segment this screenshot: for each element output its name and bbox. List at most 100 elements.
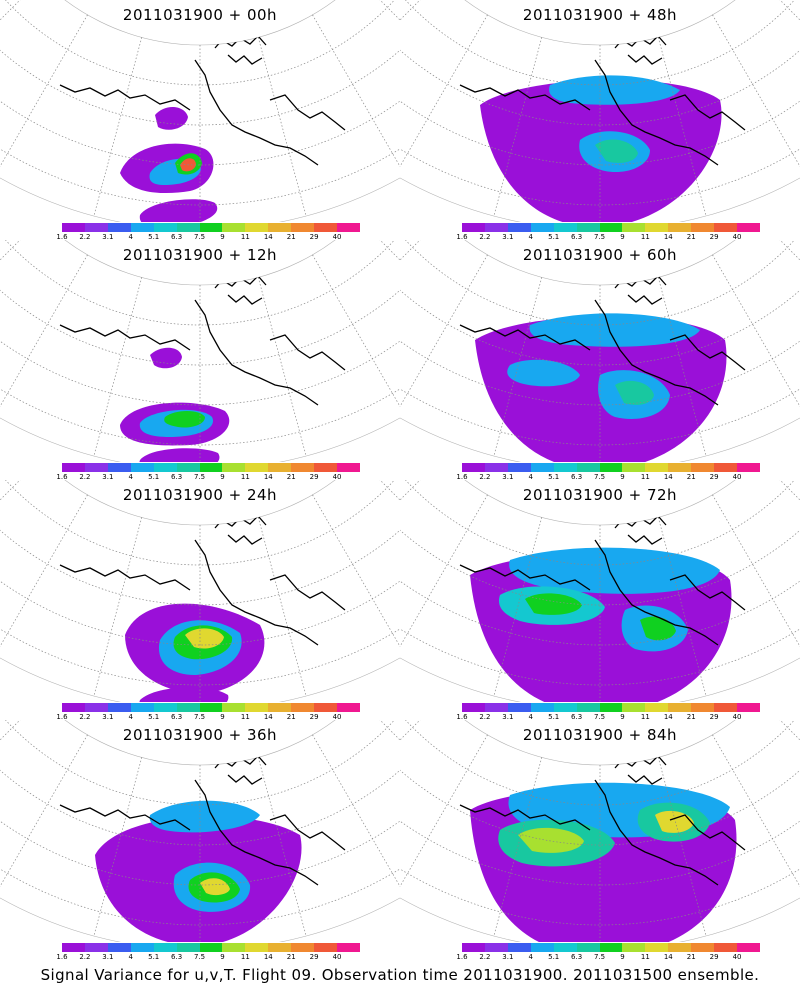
colorbar-cell <box>153 223 177 232</box>
panel-title: 2011031900 + 84h <box>522 726 678 744</box>
colorbar-label: 7.5 <box>593 473 606 481</box>
colorbar-label: 29 <box>709 473 719 481</box>
colorbar-labels: 1.6 2.2 3.1 4 5.1 6.3 7.5 9 11 14 21 29 40 <box>56 953 360 963</box>
colorbar-label: 6.3 <box>571 473 583 481</box>
colorbar-cell <box>107 703 131 712</box>
colorbar-cell <box>62 943 85 952</box>
colorbar-label: 3.1 <box>102 713 114 721</box>
colorbar-cell <box>84 703 108 712</box>
colorbar-label: 7.5 <box>593 713 606 721</box>
polar-map <box>0 720 400 942</box>
colorbar-labels: 1.6 2.2 3.1 4 5.1 6.3 7.5 9 11 14 21 29 40 <box>456 233 760 243</box>
colorbar-cell <box>530 943 554 952</box>
colorbar-cell <box>62 223 85 232</box>
panel-title: 2011031900 + 36h <box>122 726 278 744</box>
colorbar-label: 1.6 <box>56 233 68 241</box>
colorbar-cell <box>62 463 85 472</box>
colorbar-label: 40 <box>732 233 742 241</box>
polar-map <box>0 240 400 462</box>
colorbar-label: 4 <box>128 473 133 481</box>
colorbar-cell <box>576 943 600 952</box>
colorbar-label: 14 <box>663 233 673 241</box>
colorbar-label: 40 <box>332 953 342 961</box>
colorbar-cell <box>130 463 154 472</box>
colorbar-cell <box>507 943 531 952</box>
colorbar-label: 1.6 <box>456 953 468 961</box>
colorbar-cell <box>462 943 485 952</box>
colorbar-label: 7.5 <box>593 233 606 241</box>
panel-title: 2011031900 + 72h <box>522 486 678 504</box>
colorbar-label: 9 <box>620 233 625 241</box>
colorbar-label: 9 <box>620 713 625 721</box>
colorbar-cell <box>130 703 154 712</box>
colorbar-cell <box>176 223 200 232</box>
colorbar-cell <box>245 703 269 712</box>
colorbar-label: 21 <box>286 713 296 721</box>
panel-title: 2011031900 + 60h <box>522 246 678 264</box>
colorbar-label: 29 <box>309 953 319 961</box>
colorbar-label: 7.5 <box>593 953 606 961</box>
colorbar-cell <box>62 703 85 712</box>
colorbar-cell <box>714 943 738 952</box>
colorbar-cell <box>107 463 131 472</box>
colorbar-cell <box>314 223 338 232</box>
colorbar-labels: 1.6 2.2 3.1 4 5.1 6.3 7.5 9 11 14 21 29 40 <box>56 233 360 243</box>
colorbar-cell <box>553 703 577 712</box>
colorbar-label: 11 <box>640 233 650 241</box>
colorbar-cell <box>484 943 508 952</box>
colorbar-cell <box>645 943 669 952</box>
colorbar-cell <box>691 463 715 472</box>
polar-map <box>0 0 400 222</box>
colorbar-cell <box>245 943 269 952</box>
colorbar-cell <box>622 703 646 712</box>
map-panel: 2011031900 + 48h 1.6 2.2 3.1 4 5.1 6.3 7.5 9 11 14… <box>400 0 800 243</box>
colorbar-label: 11 <box>240 713 250 721</box>
colorbar-label: 9 <box>620 953 625 961</box>
colorbar-cell <box>737 463 760 472</box>
colorbar-cell <box>199 703 223 712</box>
colorbar-cell <box>462 703 485 712</box>
colorbar-label: 40 <box>732 473 742 481</box>
colorbar-label: 3.1 <box>102 233 114 241</box>
colorbar-cell <box>530 223 554 232</box>
polar-map <box>0 480 400 702</box>
colorbar-cell <box>222 223 246 232</box>
colorbar-cell <box>576 223 600 232</box>
colorbar-label: 2.2 <box>79 233 91 241</box>
colorbar-label: 6.3 <box>171 473 183 481</box>
colorbar-cell <box>314 943 338 952</box>
colorbar-label: 2.2 <box>79 953 91 961</box>
colorbar-label: 5.1 <box>148 233 160 241</box>
colorbar-label: 7.5 <box>193 233 206 241</box>
colorbar-label: 29 <box>709 233 719 241</box>
colorbar-label: 5.1 <box>148 713 160 721</box>
colorbar-cell <box>737 943 760 952</box>
colorbar-cell <box>645 703 669 712</box>
colorbar-cell <box>291 703 315 712</box>
colorbar-label: 5.1 <box>548 473 560 481</box>
colorbar-cell <box>507 463 531 472</box>
colorbar-cell <box>291 223 315 232</box>
colorbar-cell <box>737 223 760 232</box>
colorbar-label: 9 <box>220 233 225 241</box>
colorbar <box>62 943 360 952</box>
colorbar-label: 11 <box>240 473 250 481</box>
colorbar <box>62 223 360 232</box>
colorbar-label: 4 <box>528 233 533 241</box>
colorbar-label: 14 <box>263 233 273 241</box>
figure-caption: Signal Variance for u,v,T. Flight 09. Ob… <box>40 966 760 984</box>
colorbar-cell <box>553 223 577 232</box>
colorbar-label: 9 <box>220 953 225 961</box>
panel-title: 2011031900 + 12h <box>122 246 278 264</box>
colorbar-cell <box>291 943 315 952</box>
colorbar-label: 7.5 <box>193 953 206 961</box>
colorbar-cell <box>153 463 177 472</box>
colorbar-label: 1.6 <box>56 953 68 961</box>
colorbar-label: 7.5 <box>193 713 206 721</box>
colorbar-cell <box>153 703 177 712</box>
colorbar-label: 4 <box>528 473 533 481</box>
colorbar <box>62 703 360 712</box>
colorbar-label: 6.3 <box>171 953 183 961</box>
polar-map <box>400 720 800 942</box>
colorbar-label: 9 <box>220 473 225 481</box>
